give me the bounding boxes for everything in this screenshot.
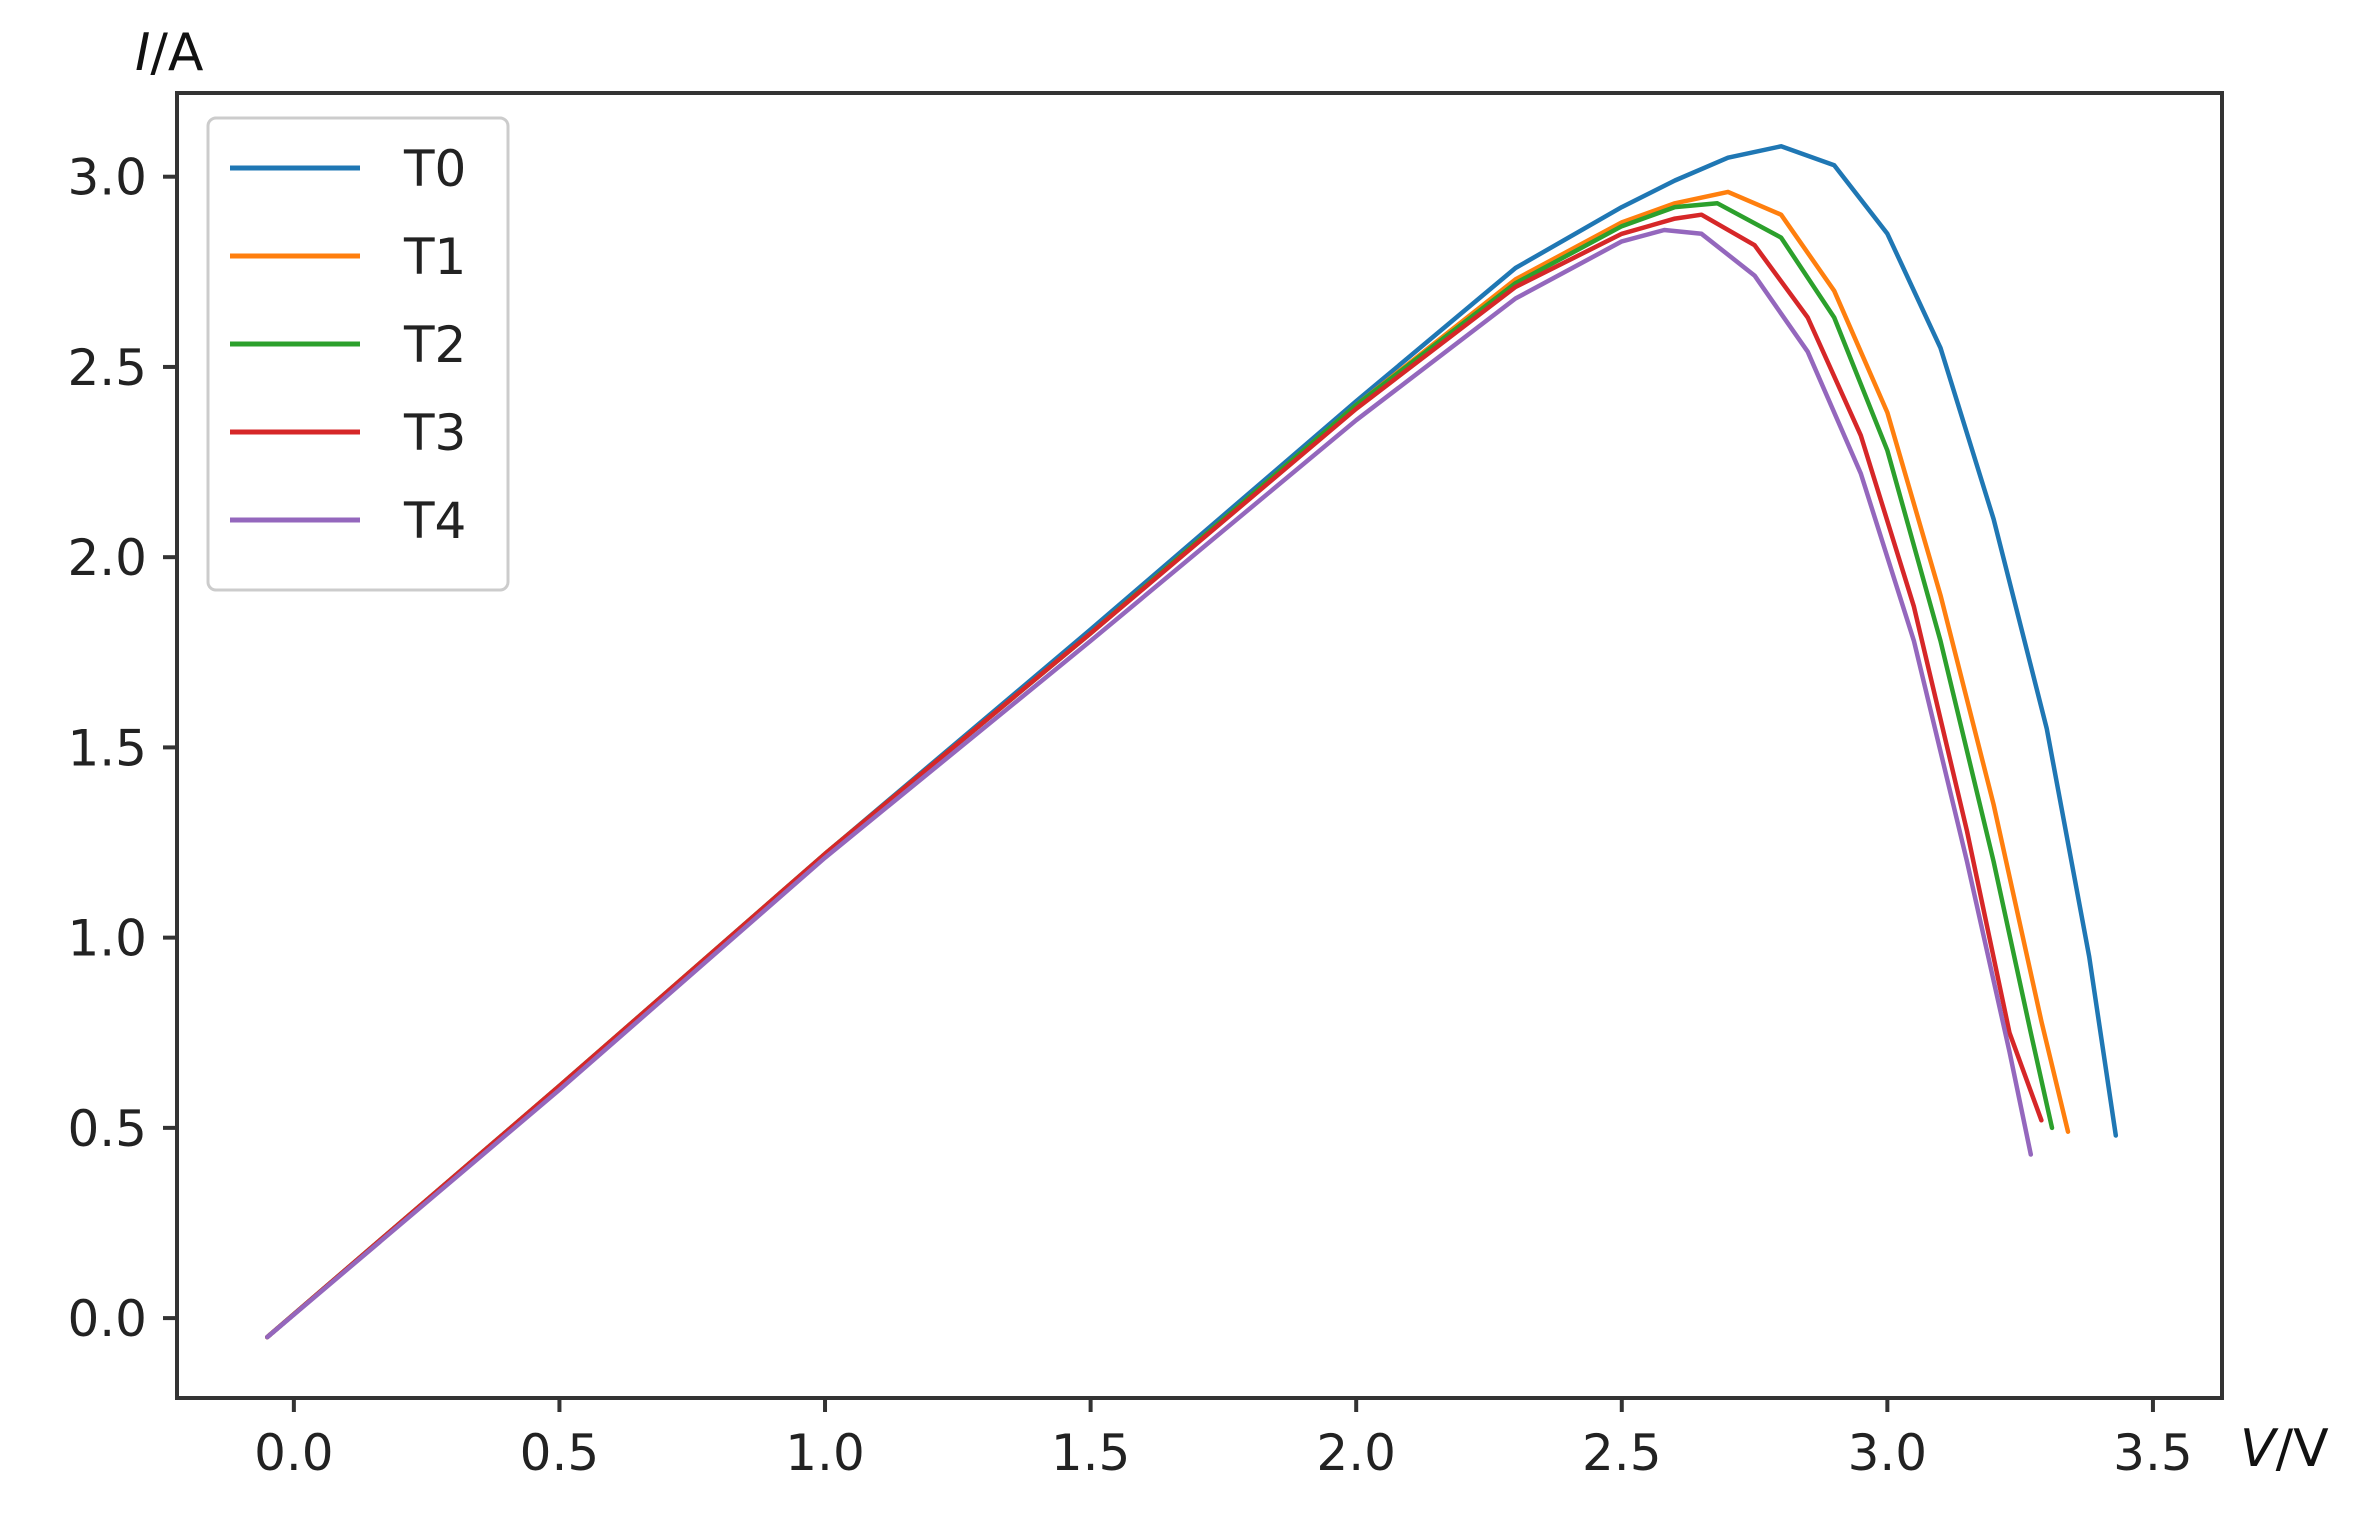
legend-label-t2: T2 [403,316,466,374]
y-axis-ticks: 0.0 0.5 1.0 1.5 2.0 2.5 3.0 [67,149,177,1348]
legend-label-t1: T1 [403,228,466,286]
series-line-t1 [265,189,2071,1340]
x-tick-label: 1.0 [785,1424,865,1482]
legend-box [206,116,510,592]
series-line-t4 [265,227,2034,1340]
x-tick-label: 1.5 [1051,1424,1131,1482]
x-tick-label: 3.5 [2113,1424,2193,1482]
y-axis-label-var: I [135,23,150,83]
legend-label-t0: T0 [403,140,466,198]
series-line-t2 [265,201,2055,1340]
y-axis-label-unit: /A [150,23,204,83]
y-axis-label: I/A [135,23,204,83]
legend-label-t3: T3 [403,404,466,462]
y-tick-label: 0.5 [67,1100,147,1158]
y-tick-label: 0.0 [67,1290,147,1348]
series-line-t3 [265,212,2044,1340]
y-tick-label: 2.5 [67,339,147,397]
series-lines [265,144,2119,1340]
x-axis-label: V/V [2240,1419,2329,1479]
x-axis-label-var: V [2240,1419,2279,1479]
y-tick-label: 1.5 [67,719,147,777]
x-axis-ticks: 0.0 0.5 1.0 1.5 2.0 2.5 3.0 3.5 [254,1398,2193,1482]
x-axis-label-unit: /V [2276,1419,2330,1479]
y-tick-label: 2.0 [67,529,147,587]
x-tick-label: 3.0 [1848,1424,1928,1482]
y-tick-label: 1.0 [67,910,147,968]
x-tick-label: 0.5 [520,1424,600,1482]
x-tick-label: 0.0 [254,1424,334,1482]
y-tick-label: 3.0 [67,149,147,207]
x-tick-label: 2.5 [1582,1424,1662,1482]
legend-label-t4: T4 [403,492,466,550]
x-tick-label: 2.0 [1316,1424,1396,1482]
legend: T0 T1 T2 T3 T4 [206,116,510,592]
